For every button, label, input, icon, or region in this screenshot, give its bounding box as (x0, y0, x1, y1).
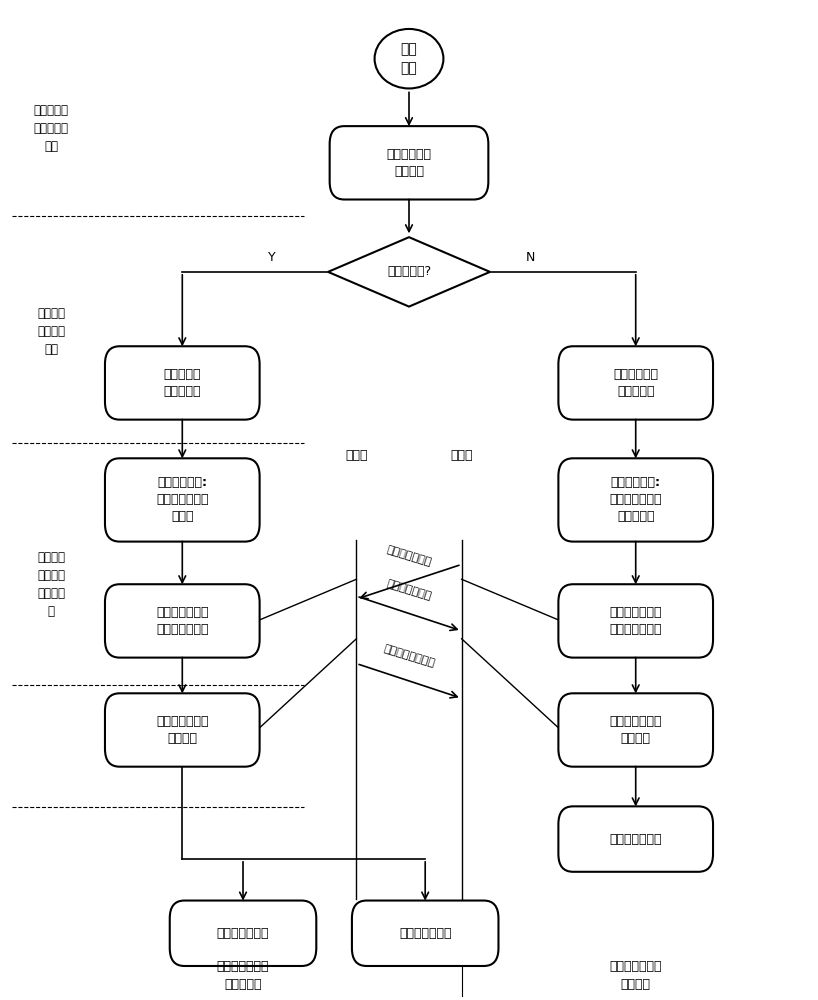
Text: 子节点发同步码: 子节点发同步码 (385, 544, 433, 567)
Text: 同步拓扑管理:
选取时间同步的
父节点: 同步拓扑管理: 选取时间同步的 父节点 (156, 476, 209, 523)
Text: 测距模块与父节
点进行时间同步: 测距模块与父节 点进行时间同步 (156, 606, 209, 636)
FancyBboxPatch shape (352, 901, 498, 966)
Text: 父节点同步维持: 父节点同步维持 (217, 927, 269, 940)
Text: 时间基准节点的
处理流程: 时间基准节点的 处理流程 (609, 960, 662, 991)
Text: 侦听网络同步
状态信息: 侦听网络同步 状态信息 (386, 148, 432, 178)
Text: 子节点同步管理: 子节点同步管理 (609, 833, 662, 846)
Text: 测距模块响应子
节点的时间同步: 测距模块响应子 节点的时间同步 (609, 606, 662, 636)
FancyBboxPatch shape (105, 346, 259, 420)
FancyBboxPatch shape (105, 458, 259, 542)
FancyBboxPatch shape (170, 901, 317, 966)
Text: 父节点: 父节点 (345, 449, 367, 462)
Text: 分配同步时隙与
广播时隙: 分配同步时隙与 广播时隙 (609, 715, 662, 745)
Text: 子节点同步管理: 子节点同步管理 (399, 927, 452, 940)
Text: 选定自已为时
间基准节点: 选定自已为时 间基准节点 (614, 368, 658, 398)
FancyBboxPatch shape (105, 584, 259, 658)
Text: 子节点: 子节点 (451, 449, 473, 462)
Text: Y: Y (267, 251, 275, 264)
FancyBboxPatch shape (330, 126, 488, 200)
FancyBboxPatch shape (559, 693, 713, 767)
FancyBboxPatch shape (559, 458, 713, 542)
FancyBboxPatch shape (559, 346, 713, 420)
Polygon shape (328, 237, 490, 307)
Ellipse shape (375, 29, 443, 88)
FancyBboxPatch shape (559, 584, 713, 658)
Text: 节点同步
和广播时
隙获取过
程: 节点同步 和广播时 隙获取过 程 (37, 551, 65, 618)
Text: 确定自已为
非基准节点: 确定自已为 非基准节点 (164, 368, 201, 398)
Text: 是否侦听到?: 是否侦听到? (387, 265, 431, 278)
Text: 时间基准
节点选取
过程: 时间基准 节点选取 过程 (37, 307, 65, 356)
Text: 非时间基准节点
的处理流程: 非时间基准节点 的处理流程 (217, 960, 269, 991)
Text: N: N (526, 251, 535, 264)
Text: 同步拓扑管理:
接收新入网节点
的同步请求: 同步拓扑管理: 接收新入网节点 的同步请求 (609, 476, 662, 523)
FancyBboxPatch shape (105, 693, 259, 767)
FancyBboxPatch shape (559, 806, 713, 872)
Text: 父节点发同步码: 父节点发同步码 (385, 578, 433, 601)
Text: 节点初始化
及信处收集
过程: 节点初始化 及信处收集 过程 (34, 104, 69, 153)
Text: 父节点发本地伪距: 父节点发本地伪距 (382, 643, 436, 669)
Text: 节点
开机: 节点 开机 (401, 43, 417, 75)
Text: 申请同步时隙与
广播时隙: 申请同步时隙与 广播时隙 (156, 715, 209, 745)
